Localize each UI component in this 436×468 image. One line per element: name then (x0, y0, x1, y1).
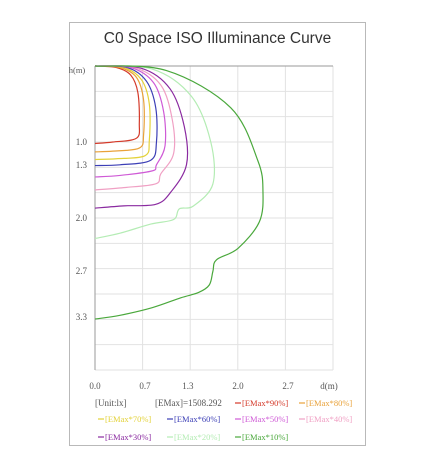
legend-entry: [EMax*60%] (174, 414, 220, 424)
x-tick-label: 2.7 (282, 381, 294, 391)
y-tick-label: 3.3 (76, 312, 88, 322)
iso-curve-7 (94, 65, 189, 209)
iso-curve-8 (94, 65, 216, 240)
x-tick-label: 0.0 (89, 381, 101, 391)
y-tick-label: 2.7 (76, 266, 88, 276)
x-axis-label: d(m) (320, 381, 338, 391)
legend-entry: [EMax*10%] (242, 432, 288, 442)
legend-entry: [EMax*30%] (105, 432, 151, 442)
legend-entry: [EMax*40%] (306, 414, 352, 424)
iso-curve-9 (94, 65, 264, 320)
y-tick-label: 2.0 (76, 213, 88, 223)
x-tick-label: 0.7 (139, 381, 151, 391)
legend-entry: [EMax*90%] (242, 398, 288, 408)
iso-curve-4 (94, 65, 158, 167)
iso-curve-2 (94, 65, 145, 153)
chart-title: C0 Space ISO Illuminance Curve (103, 30, 332, 47)
legend-entry: [EMax*80%] (306, 398, 352, 408)
unit-label: [Unit:lx] (95, 398, 127, 408)
x-tick-label: 1.3 (182, 381, 194, 391)
y-axis-label: h(m) (69, 65, 86, 75)
emax-label: [EMax]=1508.292 (155, 398, 222, 408)
legend-entry: [EMax*70%] (105, 414, 151, 424)
iso-curve-3 (94, 65, 151, 161)
iso-curve-6 (94, 65, 176, 191)
y-tick-label: 1.3 (76, 160, 88, 170)
iso-curve-5 (94, 65, 167, 178)
legend-entry: [EMax*50%] (242, 414, 288, 424)
y-tick-label: 1.0 (76, 137, 88, 147)
legend-entry: [EMax*20%] (174, 432, 220, 442)
x-tick-label: 2.0 (232, 381, 244, 391)
iso-curve-1 (94, 65, 141, 145)
